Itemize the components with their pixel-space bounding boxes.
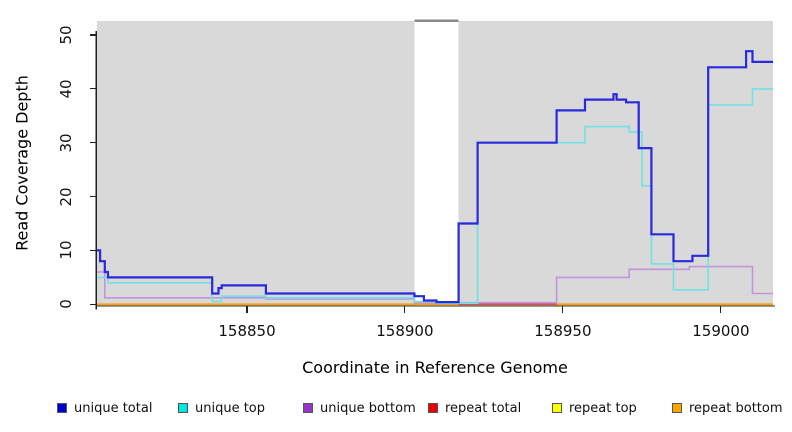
x-tick-label: 158850	[218, 322, 276, 340]
legend-label: unique top	[195, 400, 266, 416]
legend-label: repeat bottom	[689, 400, 783, 416]
y-tick-label: 50	[57, 25, 75, 45]
no-data-gap	[414, 20, 459, 306]
y-tick-label: 0	[57, 299, 75, 310]
legend-item-repeat-total: repeat total	[428, 400, 522, 416]
legend-swatch-icon	[672, 403, 682, 413]
y-tick-label: 40	[57, 79, 75, 99]
x-tick-mark	[562, 305, 564, 313]
clipped-coverage-bar	[414, 19, 459, 22]
y-tick-label: 20	[57, 187, 75, 207]
x-axis-title: Coordinate in Reference Genome	[302, 358, 568, 377]
x-tick-mark	[404, 305, 406, 313]
y-tick-label: 30	[57, 133, 75, 153]
y-tick-mark	[89, 88, 96, 90]
legend-swatch-icon	[552, 403, 562, 413]
y-tick-mark	[89, 249, 96, 251]
legend-item-repeat-bottom: repeat bottom	[672, 400, 783, 416]
legend-swatch-icon	[57, 403, 67, 413]
y-tick-mark	[89, 196, 96, 198]
series-line-unique-bottom	[96, 265, 773, 304]
x-axis-line	[95, 305, 775, 307]
series-line-unique-total	[96, 50, 773, 304]
y-axis-title: Read Coverage Depth	[12, 75, 32, 251]
legend-label: repeat top	[569, 400, 637, 416]
legend-item-unique-bottom: unique bottom	[303, 400, 416, 416]
legend-swatch-icon	[303, 403, 313, 413]
legend-swatch-icon	[178, 403, 188, 413]
x-tick-mark	[720, 305, 722, 313]
legend-item-unique-top: unique top	[178, 400, 266, 416]
y-tick-label: 10	[57, 240, 75, 260]
legend-item-unique-total: unique total	[57, 400, 153, 416]
x-tick-label: 159000	[692, 322, 750, 340]
legend-label: unique total	[74, 400, 153, 416]
legend-label: unique bottom	[320, 400, 416, 416]
legend-item-repeat-top: repeat top	[552, 400, 637, 416]
legend-swatch-icon	[428, 403, 438, 413]
x-tick-label: 158950	[534, 322, 592, 340]
x-tick-mark	[246, 305, 248, 313]
y-tick-mark	[89, 142, 96, 144]
y-axis-line	[95, 31, 97, 310]
x-tick-label: 158900	[376, 322, 434, 340]
y-tick-mark	[89, 303, 96, 305]
y-tick-mark	[89, 34, 96, 36]
legend-label: repeat total	[445, 400, 522, 416]
